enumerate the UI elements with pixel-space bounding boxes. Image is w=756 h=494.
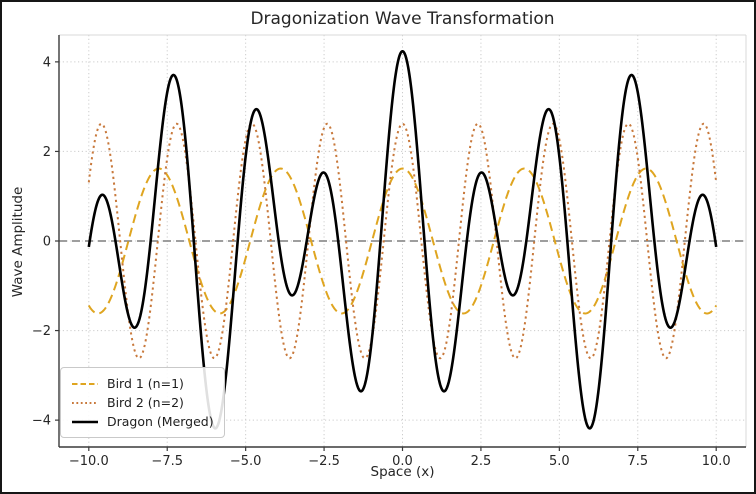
x-tick-label: 0.0 bbox=[392, 454, 413, 469]
x-tick-label: 10.0 bbox=[702, 454, 731, 469]
x-axis-label: Space (x) bbox=[370, 464, 435, 480]
x-tick-label: 5.0 bbox=[549, 454, 570, 469]
x-tick-label: 2.5 bbox=[471, 454, 492, 469]
legend-label: Dragon (Merged) bbox=[107, 414, 214, 429]
y-tick-label: 2 bbox=[43, 145, 51, 160]
x-tick-label: 7.5 bbox=[627, 454, 648, 469]
legend-swatch-dotted-line-icon bbox=[72, 401, 98, 404]
legend-box: Bird 1 (n=1) Bird 2 (n=2) Dragon (Merged) bbox=[60, 367, 225, 438]
legend-label: Bird 1 (n=1) bbox=[107, 376, 184, 391]
legend-swatch-dashed-line-icon bbox=[72, 382, 98, 385]
legend-swatch-solid-line-icon bbox=[72, 420, 98, 423]
chart-title: Dragonization Wave Transformation bbox=[250, 9, 555, 29]
y-tick-label: −2 bbox=[32, 324, 51, 339]
legend-item-dragon-merged: Dragon (Merged) bbox=[71, 414, 214, 429]
series-line-dragon-merged bbox=[87, 50, 718, 430]
x-tick-label: −7.5 bbox=[151, 454, 183, 469]
legend-label: Bird 2 (n=2) bbox=[107, 395, 184, 410]
series-line-bird-1-n-1 bbox=[87, 167, 718, 315]
x-tick-label: −10.0 bbox=[69, 454, 109, 469]
x-tick-label: −2.5 bbox=[308, 454, 340, 469]
y-tick-label: 0 bbox=[43, 235, 51, 250]
legend-item-bird-1-n-1: Bird 1 (n=1) bbox=[71, 376, 214, 391]
y-tick-label: 4 bbox=[43, 55, 51, 70]
y-tick-label: −4 bbox=[32, 414, 51, 429]
legend-item-bird-2-n-2: Bird 2 (n=2) bbox=[71, 395, 214, 410]
x-tick-label: −5.0 bbox=[230, 454, 262, 469]
